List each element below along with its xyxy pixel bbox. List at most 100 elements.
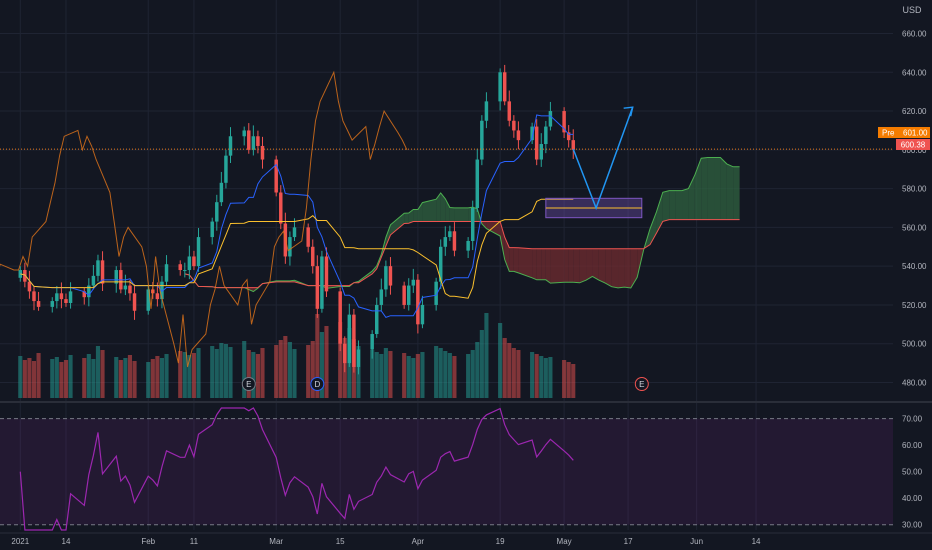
volume-bar [54,357,59,398]
candle-body [96,260,100,276]
volume-bar [22,360,27,398]
candle-body [87,285,91,298]
candle-body [402,285,406,305]
candle-body [187,256,192,271]
cloud-segment [518,247,533,278]
last-price-badge [896,139,930,150]
price-tick-label: 600.00 [902,146,927,155]
candle-body [507,101,512,121]
volume-bar [484,313,489,398]
candle-body [315,266,320,309]
rsi-line [19,407,574,531]
volume-bar [196,348,201,398]
time-tick-label: 2021 [11,537,29,546]
rsi-tick-label: 50.00 [902,468,923,477]
time-tick-label: Apr [412,537,425,546]
candle-body [251,136,256,150]
volume-bar [91,359,96,398]
volume-bar [420,352,425,398]
volume-bar [338,322,343,398]
volume-bar [127,355,133,398]
volume-bar [388,351,393,398]
premarket-label: Pre [882,129,895,138]
kijun-sen-line [20,198,574,299]
senkou-span-a [184,157,740,293]
candle-body [416,279,420,325]
candle-body [50,301,55,307]
price-tick-label: 640.00 [902,68,927,77]
candle-body [192,256,196,267]
candle-body [210,221,214,238]
candle-body [311,246,315,267]
volume-bar [287,342,292,398]
candle-body [36,301,41,307]
volume-bar [306,345,311,398]
time-axis[interactable]: 2021 14 Feb 11 Mar 15 Apr 19 May 17 Jun 14 [11,537,761,546]
candle-body [548,111,553,127]
cloud-segment [675,190,683,220]
rsi-tick-label: 30.00 [902,521,923,530]
time-tick-label: Mar [269,537,283,546]
volume-bar [511,348,516,398]
candle-body [68,291,73,303]
volume-bar [374,352,379,398]
volume-bars [18,313,576,398]
cloud-segment [720,157,727,220]
indicator-lines [0,70,893,368]
volume-bar [228,347,233,398]
price-axis[interactable]: 480.00 500.00 520.00 540.00 560.00 580.00 600.… [902,30,927,530]
volume-bar [251,352,256,398]
volume-bar [278,340,283,398]
volume-bar [219,343,224,398]
cloud-segment [694,158,702,220]
candle-body [566,132,571,141]
candle-body [260,145,265,160]
volume-bar [498,323,503,398]
price-tick-label: 660.00 [902,30,927,39]
volume-bar [123,358,128,398]
candle-body [562,111,566,133]
event-marker-letter: E [246,380,251,389]
cloud-segment [454,207,469,222]
volume-bar [242,341,247,398]
cloud-segment [669,190,676,220]
drawing-annotations[interactable] [545,106,643,219]
volume-bar [82,358,87,398]
candle-body [224,155,228,183]
volume-bar [132,361,137,398]
volume-bar [59,362,64,398]
candle-body [288,237,292,257]
volume-bar [415,354,420,398]
candle-body [356,349,361,367]
cloud-segment [408,209,414,224]
candle-body [466,240,470,251]
volume-bar [543,358,548,398]
candle-body [320,256,324,309]
candle-body [55,293,59,302]
cloud-segment [545,248,551,284]
candle-body [274,159,278,193]
candle-body [338,291,342,344]
volume-bar [50,359,55,398]
rsi-tick-label: 40.00 [902,494,923,503]
candle-body [420,304,425,325]
cloud-segment [536,248,542,280]
cloud-segment [618,248,625,288]
candle-body [347,314,352,364]
candle-body [32,291,36,302]
price-tick-label: 620.00 [902,107,927,116]
volume-bar [36,353,41,398]
candle-body [512,120,516,131]
cloud-segment [611,248,619,288]
event-marker [241,377,256,391]
volume-bar [86,354,91,398]
candle-body [247,130,251,150]
cloud-segment [650,211,657,245]
volume-bar [479,330,484,398]
volume-bar [260,348,265,398]
cloud-segment [733,166,740,220]
candle-body [18,270,23,278]
volume-bar [402,353,407,398]
